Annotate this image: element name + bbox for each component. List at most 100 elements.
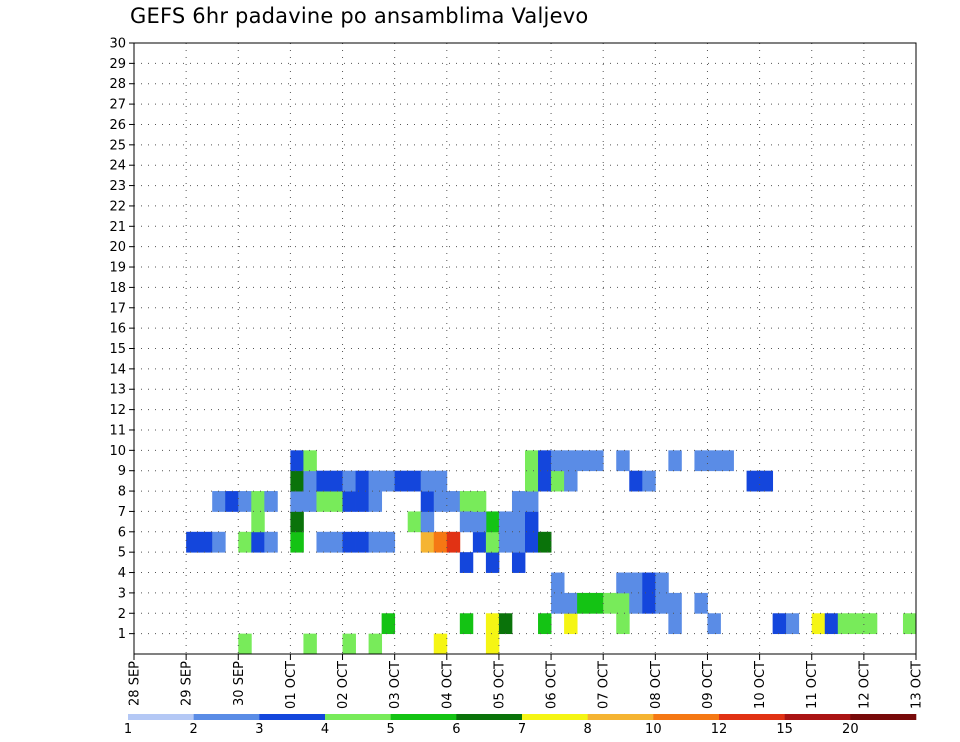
- heatmap-cell: [420, 491, 435, 512]
- colorbar-swatch: [193, 714, 260, 720]
- heatmap-cell: [498, 511, 513, 533]
- y-tick-label: 26: [109, 118, 126, 133]
- x-tick-label: 06 OCT: [545, 661, 560, 709]
- heatmap-cell: [564, 592, 578, 614]
- heatmap-cell: [186, 531, 200, 553]
- colorbar-label: 2: [190, 722, 198, 737]
- x-tick-label: 04 OCT: [440, 661, 455, 709]
- heatmap-cell: [290, 450, 304, 472]
- colorbar-label: 6: [452, 722, 460, 737]
- colorbar-label: 1: [124, 722, 132, 737]
- colorbar-swatch: [259, 714, 326, 720]
- heatmap-cell: [629, 470, 643, 492]
- colorbar-label: 15: [776, 722, 793, 737]
- colorbar-swatch: [784, 714, 851, 720]
- y-tick-label: 15: [109, 342, 126, 357]
- x-tick-label: 10 OCT: [753, 661, 768, 709]
- heatmap-cell: [694, 592, 708, 614]
- colorbar-label: 5: [387, 722, 395, 737]
- heatmap-cell: [264, 491, 278, 512]
- heatmap-cell: [850, 613, 865, 635]
- heatmap-cell: [642, 592, 656, 614]
- y-tick-label: 28: [109, 77, 126, 92]
- heatmap-cell: [420, 470, 435, 492]
- heatmap-cell: [642, 470, 656, 492]
- heatmap-cell: [459, 511, 474, 533]
- heatmap-cell: [407, 470, 422, 492]
- heatmap-cell: [616, 572, 630, 594]
- y-tick-label: 17: [109, 301, 126, 316]
- heatmap-cell: [420, 511, 435, 533]
- heatmap-cell: [629, 592, 643, 614]
- heatmap-cell: [511, 531, 526, 553]
- heatmap-cell: [551, 592, 565, 614]
- heatmap-cell: [290, 470, 304, 492]
- heatmap-cell: [251, 511, 265, 533]
- y-tick-label: 19: [109, 261, 126, 276]
- heatmap-cell: [498, 613, 513, 635]
- heatmap-cell: [785, 613, 800, 635]
- y-tick-label: 4: [118, 566, 126, 581]
- heatmap-cell: [485, 531, 500, 553]
- heatmap-cell: [329, 531, 343, 553]
- heatmap-cell: [381, 470, 396, 492]
- heatmap-cell: [459, 491, 474, 512]
- heatmap-cell: [446, 531, 461, 553]
- heatmap-cell: [472, 491, 487, 512]
- heatmap-cell: [668, 450, 682, 472]
- heatmap-cell: [525, 511, 539, 533]
- heatmap-cell: [290, 531, 304, 553]
- heatmap-cell: [355, 531, 369, 553]
- y-tick-label: 18: [109, 281, 126, 296]
- y-tick-label: 3: [118, 586, 126, 601]
- colorbar-swatch: [456, 714, 523, 720]
- y-tick-label: 21: [109, 220, 126, 235]
- y-tick-label: 13: [109, 383, 126, 398]
- heatmap-cell: [381, 613, 396, 635]
- heatmap-cell: [433, 491, 448, 512]
- heatmap-cell: [485, 633, 500, 655]
- heatmap-cell: [590, 450, 604, 472]
- y-tick-label: 10: [109, 444, 126, 459]
- heatmap-cell: [433, 470, 448, 492]
- colorbar: 1 2 3 4 5 6 7 8 10 12 15 20: [124, 714, 917, 737]
- heatmap-cell: [238, 633, 252, 655]
- heatmap-cell: [238, 491, 252, 512]
- y-tick-label: 30: [109, 37, 126, 52]
- colorbar-label: 7: [518, 722, 526, 737]
- y-tick-label: 2: [118, 607, 126, 622]
- heatmap-cell: [433, 531, 448, 553]
- x-tick-label: 05 OCT: [492, 661, 507, 709]
- colorbar-label: 4: [321, 722, 329, 737]
- y-tick-label: 9: [118, 464, 126, 479]
- y-tick-label: 7: [118, 505, 126, 520]
- heatmap-cell: [551, 470, 565, 492]
- heatmap-cell: [212, 531, 226, 553]
- y-tick-label: 23: [109, 179, 126, 194]
- heatmap-cell: [525, 450, 539, 472]
- heatmap-cell: [564, 613, 578, 635]
- heatmap-cell: [342, 470, 356, 492]
- heatmap-cell: [355, 491, 369, 512]
- chart-title: GEFS 6hr padavine po ansamblima Valjevo: [130, 4, 589, 28]
- colorbar-label: 12: [711, 722, 728, 737]
- heatmap-cell: [616, 450, 630, 472]
- heatmap-cell: [863, 613, 878, 635]
- heatmap-cell: [225, 491, 239, 512]
- heatmap-cell: [433, 633, 448, 655]
- colorbar-swatch: [325, 714, 391, 720]
- y-axis: 1234567891011121314151617181920212223242…: [109, 37, 134, 642]
- y-tick-label: 16: [109, 322, 126, 337]
- heatmap-cell: [538, 470, 552, 492]
- x-tick-label: 28 SEP: [128, 661, 143, 706]
- heatmap-cell: [316, 491, 330, 512]
- x-tick-label: 11 OCT: [805, 661, 820, 709]
- heatmap-cell: [616, 592, 630, 614]
- heatmap-cell: [303, 470, 317, 492]
- y-tick-label: 29: [109, 57, 126, 72]
- y-tick-label: 24: [109, 159, 126, 174]
- heatmap-cell: [616, 613, 630, 635]
- y-tick-label: 12: [109, 403, 126, 418]
- colorbar-swatch: [522, 714, 588, 720]
- heatmap-cell: [355, 470, 369, 492]
